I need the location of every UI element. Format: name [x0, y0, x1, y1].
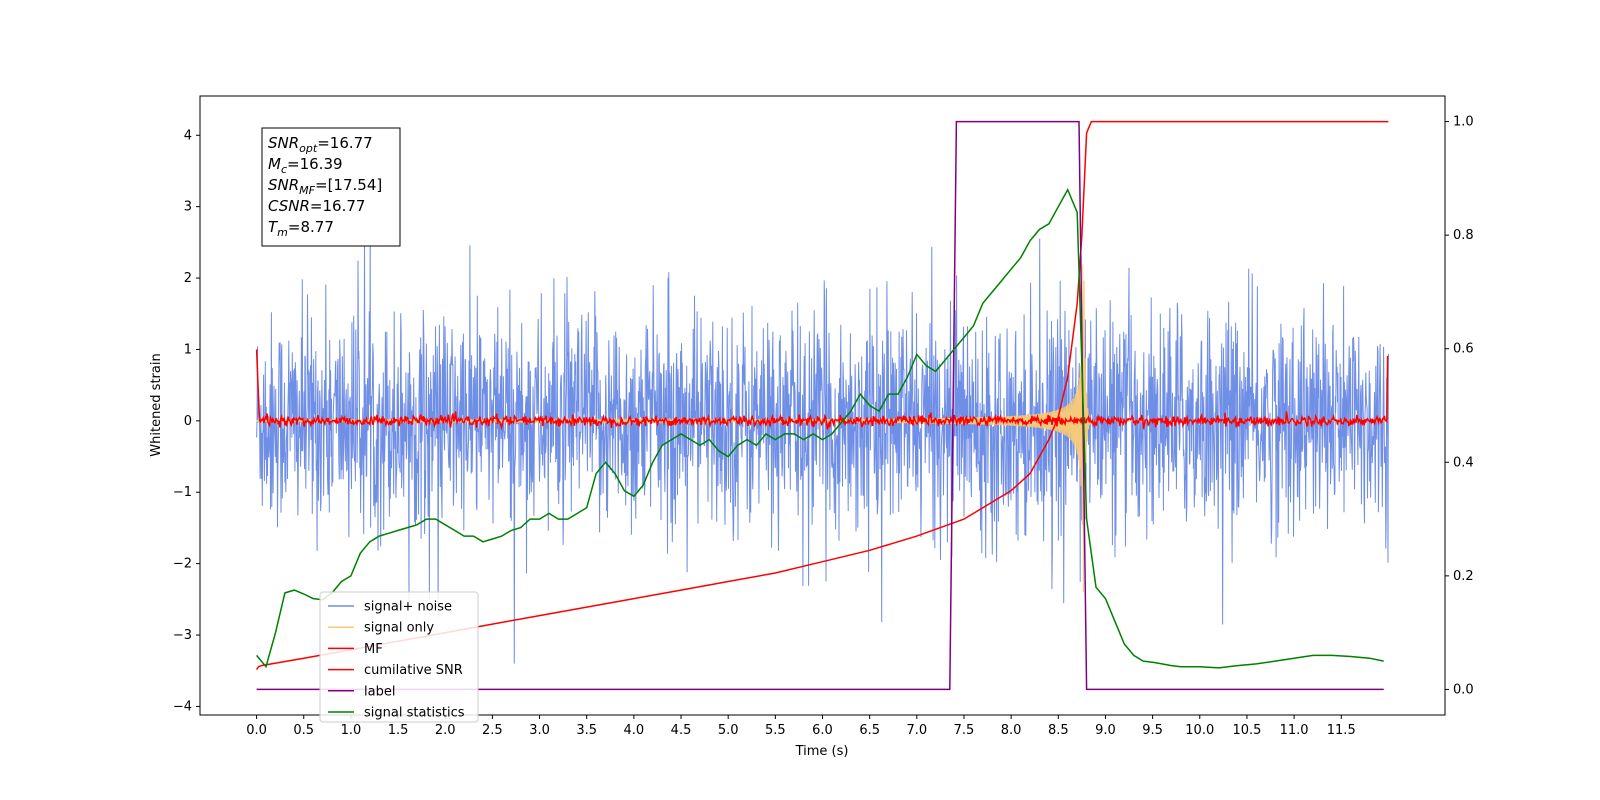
x-tick-label: 6.5	[859, 723, 880, 738]
info-line: Tm=8.77	[268, 218, 334, 239]
y-axis-left: −4 −3 −2 −1 0 1 2 3 4	[173, 128, 200, 714]
y-left-tick-label: 3	[184, 200, 192, 215]
legend-entry: MF	[364, 642, 383, 657]
x-tick-label: 2.0	[435, 723, 456, 738]
x-tick-label: 9.0	[1095, 723, 1116, 738]
info-line: Mc=16.39	[268, 155, 343, 176]
y-left-tick-label: 4	[184, 128, 192, 143]
legend-frame	[319, 591, 479, 723]
x-tick-label: 3.5	[576, 723, 597, 738]
x-tick-label: 5.5	[765, 723, 786, 738]
info-box: SNRopt=16.77Mc=16.39SNRMF=[17.54]CSNR=16…	[261, 127, 401, 247]
y-right-tick-label: 1.0	[1453, 115, 1474, 130]
y-axis-right: 0.0 0.2 0.4 0.6 0.8 1.0	[1445, 115, 1474, 697]
x-tick-label: 9.5	[1142, 723, 1163, 738]
info-line: SNRopt=16.77	[268, 134, 373, 155]
x-tick-label: 11.0	[1280, 723, 1309, 738]
y-left-tick-label: −2	[173, 557, 192, 572]
x-tick-label: 8.5	[1048, 723, 1069, 738]
x-tick-label: 7.0	[906, 723, 927, 738]
x-tick-label: 2.5	[482, 723, 503, 738]
x-tick-label: 1.5	[388, 723, 409, 738]
y-left-tick-label: −1	[173, 485, 192, 500]
series-label	[256, 120, 1384, 691]
legend: signal+ noise signal only MF cumilative SNR…	[319, 591, 479, 723]
y-right-tick-label: 0.6	[1453, 342, 1474, 357]
series-signal-statistics	[256, 187, 1384, 669]
legend-entry: cumilative SNR	[364, 663, 463, 678]
x-tick-label: 7.5	[954, 723, 975, 738]
y-axis-label: Whitened strain	[149, 353, 164, 456]
y-left-tick-label: −3	[173, 628, 192, 643]
x-tick-label: 0.0	[246, 723, 267, 738]
y-left-tick-label: 0	[184, 414, 192, 429]
info-line: SNRMF=[17.54]	[268, 176, 382, 197]
y-left-tick-label: −4	[173, 699, 192, 714]
x-tick-label: 0.5	[293, 723, 314, 738]
y-left-tick-label: 2	[184, 271, 192, 286]
legend-entry: signal only	[364, 621, 434, 636]
x-axis-label: Time (s)	[795, 744, 849, 759]
x-tick-label: 6.0	[812, 723, 833, 738]
series-signal-noise	[256, 216, 1389, 664]
legend-entry: signal+ noise	[364, 600, 452, 615]
x-tick-label: 8.0	[1001, 723, 1022, 738]
x-tick-label: 5.0	[718, 723, 739, 738]
x-tick-label: 1.0	[341, 723, 362, 738]
y-right-tick-label: 0.0	[1453, 682, 1474, 697]
legend-entry: label	[364, 684, 395, 699]
y-right-tick-label: 0.2	[1453, 569, 1474, 584]
y-left-tick-label: 1	[184, 342, 192, 357]
x-tick-label: 10.0	[1185, 723, 1214, 738]
series-mf	[255, 349, 1389, 431]
x-tick-label: 3.0	[529, 723, 550, 738]
x-axis: 0.0 0.5 1.0 1.5 2.0 2.5 3.0 3.5 4.0 4.5 5.0 5.5 6.0 6…	[246, 715, 1356, 738]
info-line: CSNR=16.77	[268, 197, 365, 215]
x-tick-label: 4.0	[624, 723, 645, 738]
x-tick-label: 4.5	[671, 723, 692, 738]
y-right-tick-label: 0.4	[1453, 455, 1474, 470]
x-tick-label: 11.5	[1327, 723, 1356, 738]
info-box-frame	[261, 127, 401, 247]
y-right-tick-label: 0.8	[1453, 228, 1474, 243]
legend-entry: signal statistics	[364, 706, 465, 721]
x-tick-label: 10.5	[1232, 723, 1261, 738]
